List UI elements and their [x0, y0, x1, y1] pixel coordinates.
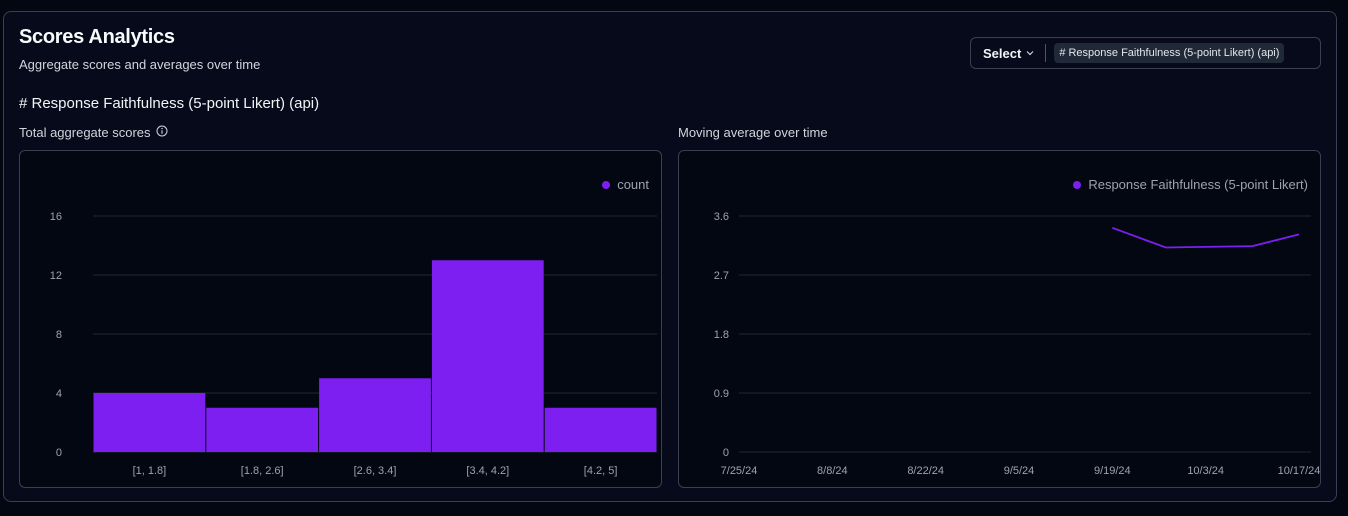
score-selector: Select # Response Faithfulness (5-point … — [970, 37, 1321, 69]
y-tick-label: 3.6 — [714, 211, 729, 223]
bar — [93, 393, 206, 452]
y-tick-label: 12 — [50, 270, 62, 282]
select-label: Select — [983, 45, 1022, 61]
x-tick-label: 7/25/24 — [721, 465, 758, 477]
y-tick-label: 0 — [56, 447, 62, 459]
x-tick-label: [4.2, 5] — [584, 465, 618, 477]
select-dropdown-button[interactable]: Select — [971, 38, 1045, 68]
legend-label-count: count — [617, 177, 649, 192]
chevron-down-icon — [1025, 46, 1035, 61]
y-tick-label: 8 — [56, 329, 62, 341]
legend-label-series: Response Faithfulness (5-point Likert) — [1088, 177, 1308, 192]
x-tick-label: 9/19/24 — [1094, 465, 1131, 477]
histogram-label: Total aggregate scores — [19, 125, 168, 140]
legend-dot-icon — [602, 180, 611, 189]
moving-average-panel: Response Faithfulness (5-point Likert) 0… — [678, 150, 1321, 488]
series-line — [1112, 226, 1300, 249]
moving-average-label: Moving average over time — [678, 125, 828, 140]
histogram-legend: count — [602, 177, 649, 192]
bar — [206, 407, 319, 452]
x-tick-label: 8/22/24 — [907, 465, 944, 477]
x-tick-label: 8/8/24 — [817, 465, 848, 477]
x-tick-label: [2.6, 3.4] — [354, 465, 397, 477]
bar — [319, 378, 431, 452]
y-tick-label: 1.8 — [714, 329, 729, 341]
bar — [544, 407, 657, 452]
moving-average-label-text: Moving average over time — [678, 125, 828, 140]
y-tick-label: 16 — [50, 211, 62, 223]
scores-analytics-card: Scores Analytics Aggregate scores and av… — [3, 11, 1337, 502]
histogram-panel: count 0 4 8 12 16 [1, 1.8] [1.8, 2.6] [2.6, 3.4… — [19, 150, 662, 488]
histogram-chart: 0 4 8 12 16 [1, 1.8] [1.8, 2.6] [2.6, 3.4] [3.4,… — [50, 211, 657, 477]
card-subtitle: Aggregate scores and averages over time — [19, 57, 261, 72]
moving-average-chart: 0 0.9 1.8 2.7 3.6 7/25/24 8/8/24 8/22/24 9/5/24 9… — [714, 211, 1321, 477]
x-tick-label: [3.4, 4.2] — [466, 465, 509, 477]
y-tick-label: 2.7 — [714, 270, 729, 282]
y-tick-label: 0 — [723, 447, 729, 459]
bar — [431, 260, 544, 452]
legend-dot-icon — [1073, 180, 1082, 189]
x-tick-label: [1.8, 2.6] — [241, 465, 284, 477]
y-tick-label: 4 — [56, 388, 62, 400]
info-icon[interactable] — [156, 125, 168, 140]
x-tick-label: [1, 1.8] — [133, 465, 167, 477]
moving-average-legend: Response Faithfulness (5-point Likert) — [1073, 177, 1308, 192]
card-title: Scores Analytics — [19, 26, 175, 48]
score-heading: # Response Faithfulness (5-point Likert)… — [19, 95, 320, 112]
histogram-label-text: Total aggregate scores — [19, 125, 151, 140]
selector-divider — [1045, 44, 1047, 62]
x-tick-label: 9/5/24 — [1004, 465, 1035, 477]
selected-score-tag[interactable]: # Response Faithfulness (5-point Likert)… — [1054, 43, 1285, 63]
x-tick-label: 10/3/24 — [1187, 465, 1224, 477]
x-tick-label: 10/17/24 — [1278, 465, 1321, 477]
y-tick-label: 0.9 — [714, 388, 729, 400]
